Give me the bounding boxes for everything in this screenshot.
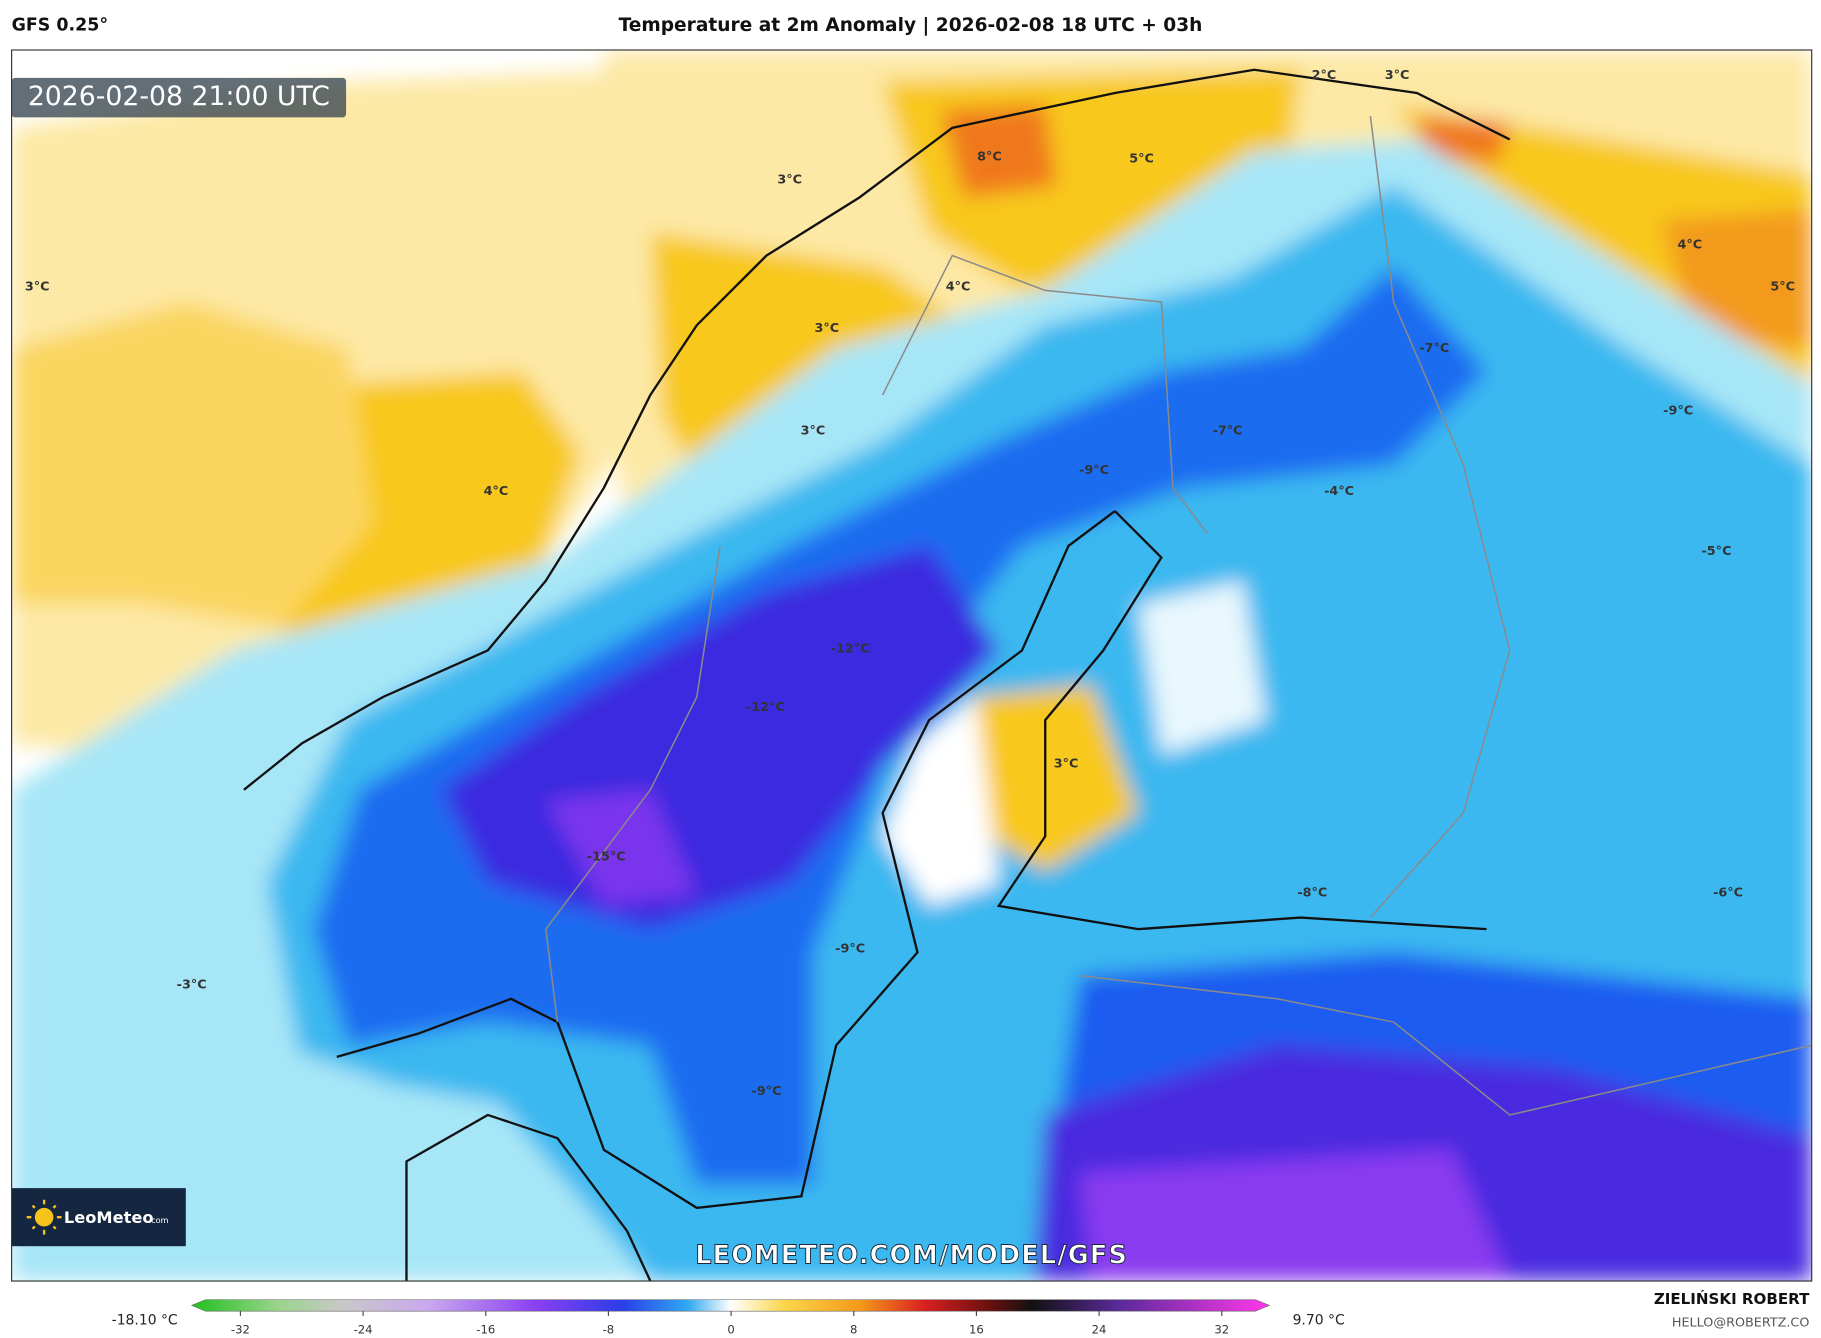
colorbar-tick-label: 32 <box>1214 1322 1229 1336</box>
temperature-label: 3°C <box>777 173 802 188</box>
min-value: -18.10 °C <box>112 1313 178 1329</box>
temperature-label: 8°C <box>977 149 1002 164</box>
temperature-label: -9°C <box>1663 404 1693 419</box>
temperature-label: -6°C <box>1713 886 1743 901</box>
temperature-label: -5°C <box>1702 544 1732 559</box>
colorbar-tick-label: 0 <box>727 1322 734 1336</box>
max-value: 9.70 °C <box>1293 1313 1345 1329</box>
temperature-label: -9°C <box>1079 463 1109 478</box>
map-frame <box>11 49 1813 1282</box>
temperature-label: -7°C <box>1419 341 1449 356</box>
temperature-label: 3°C <box>1385 68 1410 83</box>
map-title: Temperature at 2m Anomaly | 2026-02-08 1… <box>619 15 1203 36</box>
logo-rays <box>26 1199 62 1235</box>
author: ZIELIŃSKI ROBERT <box>1654 1289 1810 1308</box>
coastlines <box>243 68 1511 1282</box>
temperature-label: 5°C <box>1770 279 1795 294</box>
colorbar-tick-label: 8 <box>850 1322 857 1336</box>
map-labels: 3°C 3°C 2°C 3°C 8°C 5°C 4°C 3°C 3°C 4°C 4°C 5°C -7°C… <box>25 68 1795 1099</box>
logo-name: LeoMeteo <box>64 1208 154 1227</box>
colorbar-ramp <box>190 1299 1271 1312</box>
temperature-label: 3°C <box>815 321 840 336</box>
model-name: GFS 0.25° <box>12 16 108 36</box>
valid-time: 2026-02-08 21:00 UTC <box>28 81 330 112</box>
temperature-label: 3°C <box>25 279 50 294</box>
temperature-label: 4°C <box>946 279 971 294</box>
temperature-label: 2°C <box>1312 68 1337 83</box>
temperature-label: -3°C <box>177 977 207 992</box>
temperature-label: -9°C <box>752 1084 782 1099</box>
temperature-label: 3°C <box>1054 757 1079 772</box>
temperature-label: 5°C <box>1129 152 1154 167</box>
temperature-label: -12°C <box>831 642 870 657</box>
temperature-label: -9°C <box>835 941 865 956</box>
colorbar-tick-label: -24 <box>354 1322 373 1336</box>
colorbar-tick-label: 24 <box>1092 1322 1107 1336</box>
temperature-label: -8°C <box>1297 886 1327 901</box>
temperature-label: -4°C <box>1324 484 1354 499</box>
colorbar-tick-label: 16 <box>969 1322 984 1336</box>
temperature-label: -7°C <box>1213 423 1243 438</box>
temperature-label: 3°C <box>801 423 826 438</box>
valid-time-box <box>11 77 347 118</box>
map-area: 3°C 3°C 2°C 3°C 8°C 5°C 4°C 3°C 3°C 4°C 4°C 5°C -7°C… <box>11 49 1812 1282</box>
temperature-label: 4°C <box>1677 238 1702 253</box>
temperature-label: -12°C <box>746 700 785 715</box>
borders <box>545 116 1812 1116</box>
colorbar-tick-label: -16 <box>476 1322 495 1336</box>
email: HELLO@ROBERTZ.CO <box>1672 1315 1810 1330</box>
colorbar: -32 -24 -16 -8 0 8 16 24 32 <box>190 1299 1271 1336</box>
watermark: LEOMETEO.COM/MODEL/GFS <box>695 1241 1128 1271</box>
logo-sun <box>34 1207 54 1227</box>
logo-suffix: .com <box>149 1215 169 1225</box>
temperature-label: -15°C <box>587 850 626 865</box>
colorbar-tick-label: -32 <box>231 1322 250 1336</box>
temperature-label: 4°C <box>484 484 509 499</box>
temperature-field <box>11 49 1812 1282</box>
colorbar-tick-label: -8 <box>603 1322 615 1336</box>
